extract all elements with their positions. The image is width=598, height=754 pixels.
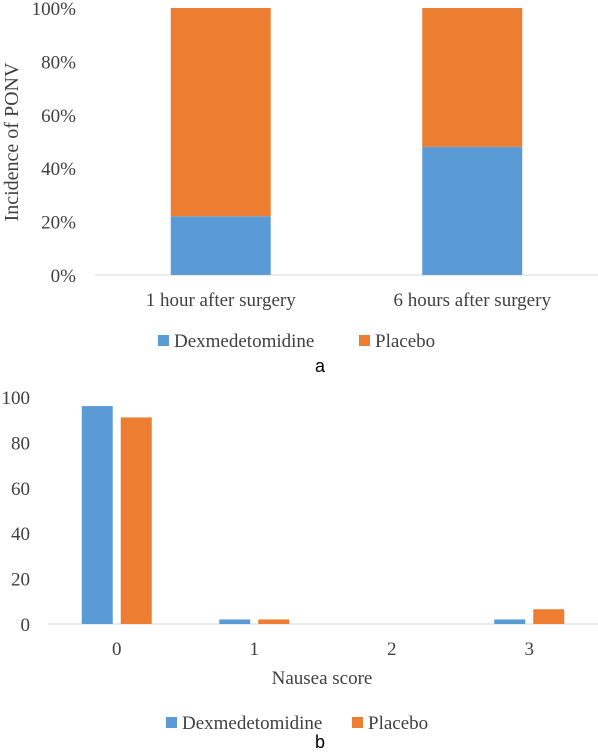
chart-a-y-tick-label: 40% bbox=[41, 159, 76, 180]
chart-b-y-tick-label: 80 bbox=[11, 433, 30, 454]
legend-b-dexmedetomidine-swatch bbox=[166, 717, 177, 728]
chart-a-y-tick-label: 0% bbox=[51, 266, 77, 287]
chart-b-bar-dexmedetomidine-score-3 bbox=[494, 619, 526, 624]
legend-a-placebo-label: Placebo bbox=[375, 331, 435, 352]
chart-b-bar-dexmedetomidine-score-0 bbox=[81, 406, 113, 624]
panel-label-b: b bbox=[315, 732, 325, 752]
chart-b-category-label: 0 bbox=[112, 639, 122, 660]
chart-b-y-tick-label: 60 bbox=[11, 479, 30, 500]
chart-b-bar-placebo-score-3 bbox=[533, 609, 565, 624]
chart-b-legend: Dexmedetomidine Placebo bbox=[166, 713, 428, 734]
chart-b-bar-placebo-score-0 bbox=[120, 417, 152, 624]
panel-label-a: a bbox=[315, 356, 326, 376]
chart-b-category-label: 1 bbox=[250, 639, 260, 660]
chart-a-y-tick-label: 80% bbox=[41, 52, 76, 73]
chart-b-bar-dexmedetomidine-score-1 bbox=[219, 619, 251, 624]
legend-b-dexmedetomidine-label: Dexmedetomidine bbox=[182, 713, 322, 734]
legend-a-dexmedetomidine-swatch bbox=[158, 335, 169, 346]
chart-a-category-label: 6 hours after surgery bbox=[394, 290, 552, 311]
chart-a-bar-placebo-1-hour-after-surgery bbox=[170, 8, 271, 217]
legend-b-placebo-label: Placebo bbox=[368, 713, 428, 734]
chart-b-bar-placebo-score-1 bbox=[258, 619, 290, 624]
chart-a-bar-dexmedetomidine-6-hours-after-surgery bbox=[422, 146, 523, 275]
chart-b-grouped-bar: 0 20 40 60 80 100 0 1 2 3 Nausea score Dexmedeto… bbox=[2, 388, 598, 752]
chart-a-category-label: 1 hour after surgery bbox=[146, 290, 297, 311]
chart-a-y-tick-label: 60% bbox=[41, 106, 76, 127]
chart-b-y-tick-label: 100 bbox=[2, 388, 31, 409]
chart-a-legend: Dexmedetomidine Placebo bbox=[158, 331, 435, 352]
chart-b-y-tick-label: 20 bbox=[11, 570, 30, 591]
chart-b-category-label: 3 bbox=[525, 639, 535, 660]
chart-b-category-label: 2 bbox=[387, 639, 397, 660]
chart-a-y-axis-label: Incidence of PONV bbox=[1, 62, 23, 221]
legend-a-dexmedetomidine-label: Dexmedetomidine bbox=[174, 331, 314, 352]
legend-a-placebo-swatch bbox=[359, 335, 370, 346]
chart-b-y-tick-label: 40 bbox=[11, 524, 30, 545]
chart-b-x-axis-label: Nausea score bbox=[272, 668, 373, 689]
chart-a-bar-dexmedetomidine-1-hour-after-surgery bbox=[170, 216, 271, 275]
chart-a-stacked-bar: Incidence of PONV 0% 20% 40% 60% 80% 100% 1 h… bbox=[1, 0, 598, 376]
legend-b-placebo-swatch bbox=[352, 717, 363, 728]
chart-a-y-tick-label: 100% bbox=[32, 0, 77, 20]
chart-b-y-tick-label: 0 bbox=[21, 615, 31, 636]
chart-a-y-tick-label: 20% bbox=[41, 213, 76, 234]
chart-a-bar-placebo-6-hours-after-surgery bbox=[422, 8, 523, 147]
